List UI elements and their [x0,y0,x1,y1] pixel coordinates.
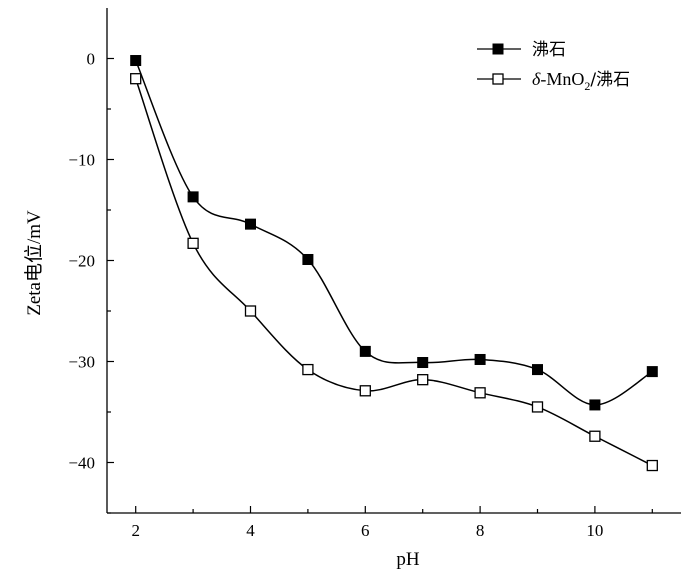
x-tick-label: 10 [586,521,603,540]
y-axis-title: Zeta电位/mV [23,210,45,316]
x-tick-label: 8 [476,521,485,540]
data-point-filled [302,253,314,265]
data-point-filled [130,55,142,67]
legend-mno: -MnO [540,69,584,89]
data-point-open [474,387,486,399]
y-tick-label: −20 [68,252,95,271]
data-point-filled [589,399,601,411]
ticks: 2 4 6 8 10 0 −10 −20 −30 −40 [68,50,653,540]
curves [134,60,653,467]
legend-label-zeolite: 沸石 [532,40,566,60]
x-tick-label: 4 [246,521,255,540]
legend: 沸石 δ-MnO2/沸石 [477,40,630,93]
legend-marker-mno2-zeolite [492,73,504,85]
data-point-filled [245,218,256,230]
y-tick-label: −10 [68,151,95,170]
data-point-filled [474,353,486,365]
data-point-open [302,363,314,376]
legend-sub: 2 [584,79,590,93]
data-point-open [417,374,429,386]
y-tick-label: −30 [68,353,95,372]
legend-marker-zeolite [492,43,504,55]
data-point-filled [532,364,543,376]
data-point-filled [417,357,429,369]
markers [130,55,658,472]
x-axis-title: pH [396,549,420,570]
data-point-filled [187,191,199,203]
y-tick-label: −40 [68,454,95,473]
data-point-filled [646,366,658,378]
data-point-open [646,459,658,472]
data-point-open [187,237,199,249]
series-line-0 [135,60,653,406]
data-point-open [244,305,257,317]
data-point-open [359,385,371,397]
x-tick-label: 2 [131,521,140,540]
data-point-open [531,401,544,413]
data-point-open [130,73,142,85]
x-tick-label: 6 [361,521,370,540]
legend-label-mno2-zeolite: δ-MnO2/沸石 [532,69,630,93]
data-point-filled [359,345,371,357]
legend-tail: /沸石 [590,70,630,90]
series-line-1 [134,78,653,467]
data-point-open [589,430,601,442]
y-tick-label: 0 [87,50,96,69]
legend-delta: δ [532,69,541,89]
